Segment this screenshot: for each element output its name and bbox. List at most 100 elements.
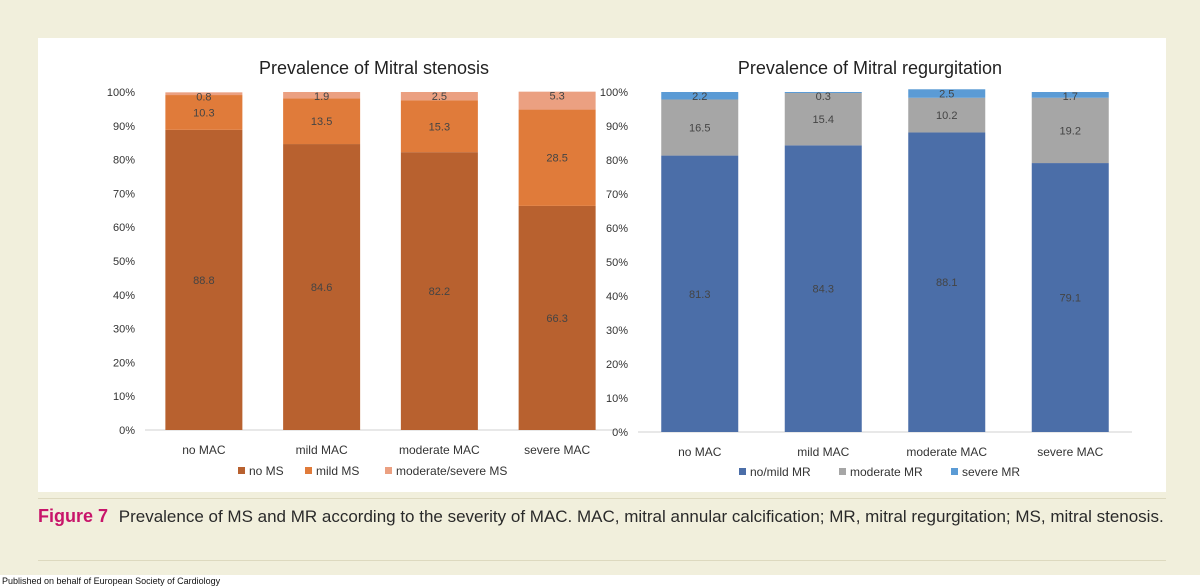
bar-segment-ms (283, 144, 361, 430)
y-tick-label-ms: 60% (113, 222, 135, 234)
figure-caption: Figure 7 Prevalence of MS and MR accordi… (38, 503, 1166, 530)
bar-segment-mr (908, 89, 986, 98)
y-tick-label-ms: 30% (113, 324, 135, 336)
chart-title-mr: Prevalence of Mitral regurgitation (738, 58, 1002, 78)
y-tick-label-mr: 30% (606, 325, 628, 337)
y-tick-label-ms: 50% (113, 256, 135, 268)
bar-segment-mr (908, 97, 986, 133)
x-tick-label-mr: mild MAC (797, 445, 849, 459)
legend-label-ms: no MS (249, 464, 284, 478)
legend-label-mr: severe MR (962, 465, 1020, 479)
x-tick-label-ms: mild MAC (296, 443, 348, 457)
x-tick-label-ms: severe MAC (524, 443, 590, 457)
y-tick-label-mr: 60% (606, 223, 628, 235)
bar-segment-mr (784, 92, 862, 94)
bar-segment-ms (400, 100, 478, 153)
bar-segment-mr (1031, 92, 1109, 98)
figure-panel: Prevalence of Mitral stenosis 0% 10% 20% 30%… (0, 0, 1200, 575)
data-label-mr: 10.2 (936, 110, 957, 122)
bar-segment-ms (283, 98, 361, 145)
data-label-ms: 66.3 (546, 313, 567, 325)
bar-segment-ms (165, 95, 243, 130)
data-label-mr: 84.3 (813, 284, 834, 296)
data-label-ms: 13.5 (311, 116, 332, 128)
y-tick-label-ms: 10% (113, 391, 135, 403)
charts-svg: Prevalence of Mitral stenosis 0% 10% 20% 30%… (107, 58, 1132, 479)
data-label-mr: 15.4 (813, 114, 834, 126)
bar-segment-mr (661, 155, 739, 432)
publisher-note: Published on behalf of European Society … (2, 576, 221, 586)
y-tick-label-mr: 100% (600, 87, 628, 99)
bar-segment-ms (400, 152, 478, 430)
bar-segment-ms (165, 129, 243, 430)
data-label-ms: 15.3 (429, 121, 450, 133)
y-tick-label-ms: 20% (113, 357, 135, 369)
data-label-ms: 0.8 (196, 91, 211, 103)
bar-segment-mr (784, 145, 862, 432)
bar-segment-ms (165, 92, 243, 96)
legend-label-ms: moderate/severe MS (396, 464, 507, 478)
legend-swatch-ms (305, 467, 312, 474)
bar-segment-ms (518, 205, 596, 430)
y-tick-label-mr: 20% (606, 359, 628, 371)
caption-divider-bottom (38, 560, 1166, 561)
data-label-ms: 10.3 (193, 107, 214, 119)
data-label-ms: 2.5 (432, 91, 447, 103)
legend-label-mr: moderate MR (850, 465, 923, 479)
y-tick-label-mr: 50% (606, 257, 628, 269)
data-label-ms: 82.2 (429, 286, 450, 298)
y-tick-label-ms: 0% (119, 425, 135, 437)
y-tick-label-mr: 90% (606, 121, 628, 133)
charts-area: Prevalence of Mitral stenosis 0% 10% 20% 30%… (38, 38, 1166, 492)
legend-swatch-mr (739, 468, 746, 475)
legend-swatch-mr (951, 468, 958, 475)
figure-label: Figure 7 (38, 506, 109, 526)
y-tick-label-ms: 40% (113, 290, 135, 302)
legend-swatch-ms (385, 467, 392, 474)
data-label-ms: 1.9 (314, 91, 329, 103)
bar-segment-mr (1031, 97, 1109, 164)
y-tick-label-ms: 90% (113, 121, 135, 133)
x-tick-label-mr: no MAC (678, 445, 722, 459)
bar-segment-mr (784, 93, 862, 146)
chart-title-ms: Prevalence of Mitral stenosis (259, 58, 489, 78)
bar-segment-mr (908, 132, 986, 432)
data-label-mr: 1.7 (1063, 91, 1078, 103)
legend-label-mr: no/mild MR (750, 465, 811, 479)
caption-divider-top (38, 498, 1166, 499)
data-label-ms: 88.8 (193, 275, 214, 287)
y-tick-label-mr: 70% (606, 189, 628, 201)
y-tick-label-mr: 0% (612, 427, 628, 439)
bar-segment-ms (518, 109, 596, 206)
figure-caption-text: Prevalence of MS and MR according to the… (118, 507, 1164, 526)
bar-segment-mr (661, 92, 739, 100)
data-label-mr: 88.1 (936, 277, 957, 289)
bar-segment-mr (661, 99, 739, 156)
y-tick-label-mr: 10% (606, 393, 628, 405)
data-label-mr: 0.3 (816, 91, 831, 103)
y-tick-label-ms: 100% (107, 87, 135, 99)
bar-segment-ms (400, 92, 478, 101)
data-label-ms: 5.3 (549, 91, 564, 103)
bar-segment-ms (518, 91, 596, 110)
data-label-mr: 2.2 (692, 91, 707, 103)
x-tick-label-ms: no MAC (182, 443, 226, 457)
bar-segment-mr (1031, 163, 1109, 432)
bar-segment-ms (283, 92, 361, 99)
data-label-mr: 16.5 (689, 123, 710, 135)
y-tick-label-ms: 80% (113, 155, 135, 167)
x-tick-label-mr: severe MAC (1037, 445, 1103, 459)
data-label-mr: 2.5 (939, 88, 954, 100)
legend-swatch-mr (839, 468, 846, 475)
data-label-ms: 84.6 (311, 282, 332, 294)
y-tick-label-mr: 40% (606, 291, 628, 303)
data-label-mr: 81.3 (689, 289, 710, 301)
data-label-mr: 19.2 (1060, 125, 1081, 137)
data-label-mr: 79.1 (1060, 293, 1081, 305)
x-tick-label-ms: moderate MAC (399, 443, 480, 457)
y-tick-label-ms: 70% (113, 188, 135, 200)
legend-swatch-ms (238, 467, 245, 474)
legend-label-ms: mild MS (316, 464, 359, 478)
data-label-ms: 28.5 (546, 153, 567, 165)
x-tick-label-mr: moderate MAC (906, 445, 987, 459)
